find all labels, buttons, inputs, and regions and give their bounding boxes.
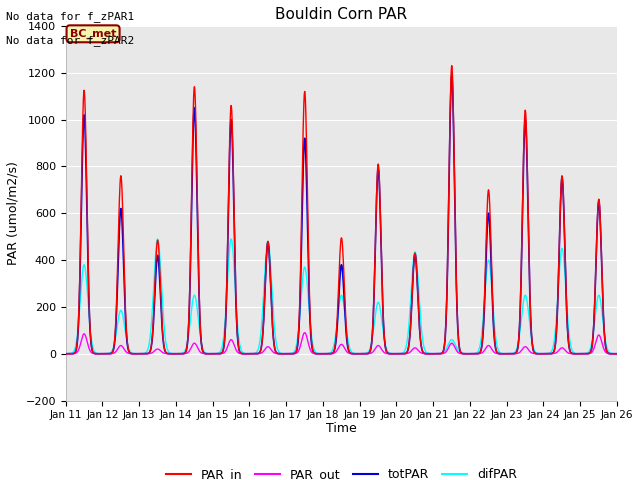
PAR_out bbox=[500, 351, 508, 357]
Text: BC_met: BC_met bbox=[70, 29, 116, 39]
totPAR bbox=[500, 351, 508, 357]
totPAR bbox=[319, 351, 327, 357]
totPAR bbox=[171, 351, 179, 357]
PAR_in bbox=[393, 351, 401, 357]
difPAR bbox=[429, 351, 437, 357]
PAR_out bbox=[136, 351, 143, 357]
difPAR bbox=[62, 351, 70, 357]
difPAR bbox=[154, 236, 161, 242]
difPAR bbox=[246, 351, 254, 357]
PAR_in bbox=[500, 351, 508, 357]
Text: No data for f_zPAR1: No data for f_zPAR1 bbox=[6, 11, 134, 22]
totPAR bbox=[428, 351, 435, 357]
difPAR bbox=[548, 347, 556, 353]
PAR_out bbox=[428, 351, 435, 357]
difPAR bbox=[613, 351, 621, 357]
Legend: PAR_in, PAR_out, totPAR, difPAR: PAR_in, PAR_out, totPAR, difPAR bbox=[161, 463, 522, 480]
PAR_in bbox=[246, 351, 254, 357]
PAR_in bbox=[428, 351, 435, 357]
PAR_out bbox=[548, 351, 556, 357]
PAR_out bbox=[172, 351, 179, 357]
totPAR bbox=[548, 350, 556, 356]
PAR_out bbox=[246, 351, 254, 357]
Line: difPAR: difPAR bbox=[66, 239, 617, 354]
PAR_in bbox=[62, 351, 70, 357]
Y-axis label: PAR (umol/m2/s): PAR (umol/m2/s) bbox=[7, 161, 20, 265]
difPAR bbox=[428, 351, 435, 357]
totPAR bbox=[62, 351, 70, 357]
totPAR bbox=[613, 351, 621, 357]
PAR_out bbox=[62, 351, 70, 357]
PAR_out bbox=[613, 351, 621, 357]
PAR_in bbox=[613, 351, 621, 357]
Text: No data for f_zPAR2: No data for f_zPAR2 bbox=[6, 35, 134, 46]
PAR_in bbox=[448, 63, 456, 69]
totPAR bbox=[448, 72, 456, 78]
PAR_out bbox=[185, 349, 193, 355]
Title: Bouldin Corn PAR: Bouldin Corn PAR bbox=[275, 7, 407, 22]
PAR_in bbox=[184, 328, 192, 334]
difPAR bbox=[172, 351, 179, 357]
Line: PAR_in: PAR_in bbox=[66, 66, 617, 354]
totPAR bbox=[184, 330, 192, 336]
PAR_in bbox=[548, 350, 556, 356]
difPAR bbox=[185, 332, 193, 337]
PAR_out bbox=[301, 330, 308, 336]
X-axis label: Time: Time bbox=[326, 421, 356, 435]
totPAR bbox=[246, 351, 254, 357]
Line: totPAR: totPAR bbox=[66, 75, 617, 354]
difPAR bbox=[500, 351, 508, 357]
PAR_in bbox=[171, 351, 179, 357]
Line: PAR_out: PAR_out bbox=[66, 333, 617, 354]
